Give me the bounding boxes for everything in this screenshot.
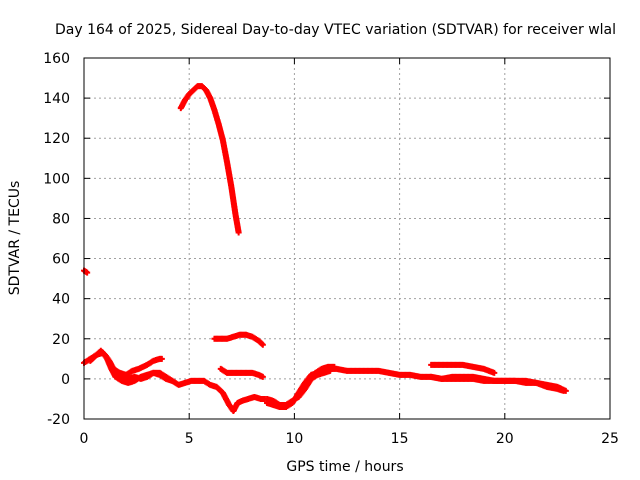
series-s11 [428, 361, 498, 376]
x-tick-label: 15 [391, 431, 409, 447]
series-s5 [177, 83, 242, 236]
y-tick-label: 140 [43, 91, 70, 107]
grid-lines [84, 58, 610, 419]
data-point [235, 229, 242, 236]
x-tick-label: 20 [496, 431, 514, 447]
y-tick-label: 60 [52, 252, 70, 268]
series-s4 [112, 369, 176, 384]
series-s10 [312, 363, 338, 376]
chart-title: Day 164 of 2025, Sidereal Day-to-day VTE… [55, 22, 616, 38]
data-marks [81, 83, 569, 414]
y-axis-title: SDTVAR / TECUs [7, 181, 23, 296]
y-tick-label: 40 [52, 292, 70, 308]
data-point [169, 377, 176, 384]
plot-background [84, 58, 610, 419]
x-axis-title: GPS time / hours [286, 459, 403, 475]
x-tick-label: 0 [80, 431, 89, 447]
data-point [259, 373, 266, 380]
x-tick-label: 5 [185, 431, 194, 447]
series-s7 [217, 365, 266, 380]
x-tick-label: 25 [601, 431, 619, 447]
data-point [331, 363, 338, 370]
y-tick-label: 0 [61, 372, 70, 388]
series-s12 [428, 373, 569, 394]
data-point [259, 341, 266, 348]
y-tick-label: 80 [52, 211, 70, 227]
y-tick-label: 120 [43, 131, 70, 147]
y-tick-label: 160 [43, 51, 70, 67]
data-point [491, 369, 498, 376]
plot-frame [83, 57, 611, 420]
data-point [562, 387, 569, 394]
y-tick-label: -20 [47, 412, 70, 428]
y-tick-label: 20 [52, 332, 70, 348]
axis-ticks: 0 5 10 15 20 25 -20 0 20 40 60 80 100 120 140 160 [43, 51, 619, 447]
data-point [84, 269, 91, 276]
data-point [158, 355, 165, 362]
y-tick-label: 100 [43, 171, 70, 187]
x-tick-label: 10 [285, 431, 303, 447]
series-s6 [211, 331, 266, 348]
